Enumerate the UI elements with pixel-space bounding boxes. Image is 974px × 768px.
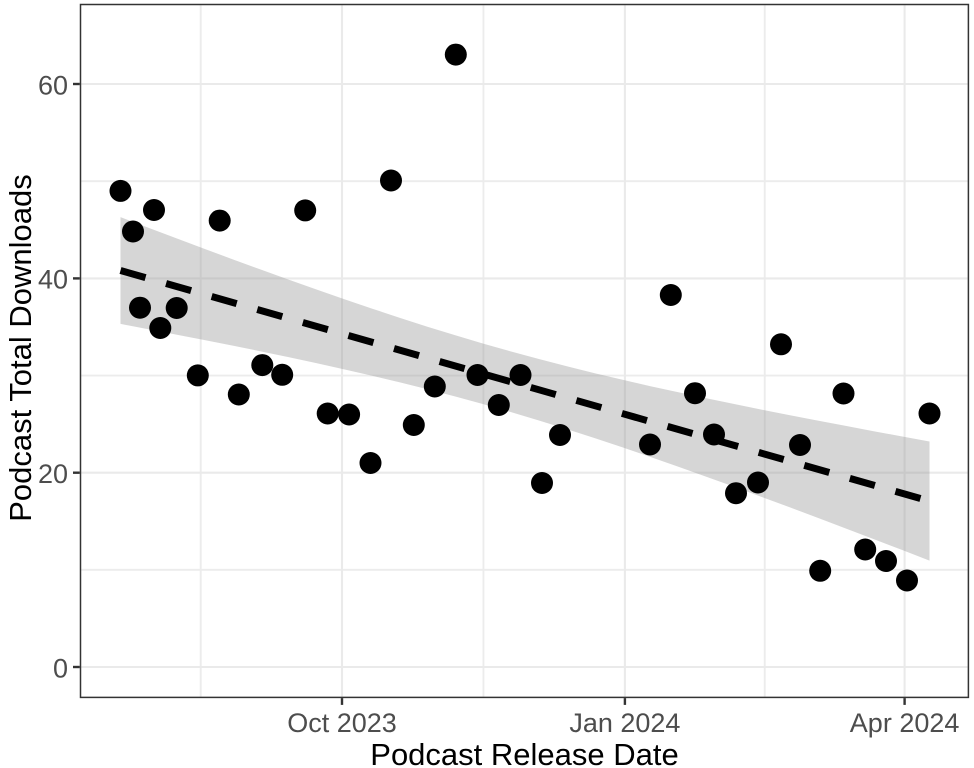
svg-text:20: 20	[38, 459, 68, 489]
svg-text:Apr 2024: Apr 2024	[850, 708, 960, 738]
svg-text:Podcast Release Date: Podcast Release Date	[370, 737, 678, 768]
svg-text:0: 0	[53, 653, 68, 683]
svg-text:Podcast Total Downloads: Podcast Total Downloads	[3, 174, 38, 522]
svg-text:40: 40	[38, 265, 68, 295]
svg-text:Jan 2024: Jan 2024	[569, 708, 680, 738]
svg-text:Oct 2023: Oct 2023	[287, 708, 397, 738]
svg-text:60: 60	[38, 70, 68, 100]
